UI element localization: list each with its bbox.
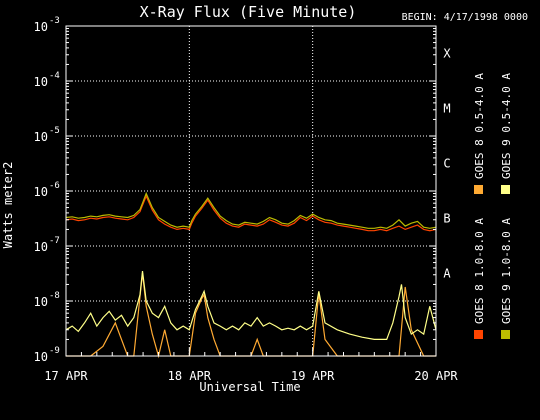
series-line	[65, 194, 437, 232]
legend-label: GOES 9 0.5-4.0 A	[500, 73, 513, 179]
flare-class-label: C	[443, 157, 450, 171]
x-tick-label: 18 APR	[168, 369, 212, 383]
y-tick-exponent: -3	[49, 16, 60, 26]
y-tick-exponent: -8	[49, 291, 60, 301]
series-line	[65, 191, 437, 229]
y-tick-exponent: -4	[49, 71, 60, 81]
y-tick-label: 10	[34, 350, 48, 364]
legend-swatch	[474, 330, 483, 339]
begin-label: BEGIN: 4/17/1998 0000	[402, 12, 528, 23]
flare-class-label: M	[443, 102, 450, 116]
y-tick-exponent: -6	[49, 181, 60, 191]
x-tick-label: 19 APR	[291, 369, 335, 383]
legend: GOES 8 1.0-8.0 A GOES 8 0.5-4.0 A GOES 9 1…	[473, 73, 513, 339]
legend-swatch	[474, 185, 483, 194]
legend-label: GOES 9 1.0-8.0 A	[500, 218, 513, 324]
legend-label: GOES 8 1.0-8.0 A	[473, 218, 486, 324]
y-tick-exponent: -5	[49, 126, 60, 136]
x-axis-label: Universal Time	[199, 380, 300, 394]
y-tick-label: 10	[34, 130, 48, 144]
y-tick-label: 10	[34, 295, 48, 309]
x-axis-ticks: 17 APR 18 APR 19 APR 20 APR	[44, 348, 458, 383]
legend-label: GOES 8 0.5-4.0 A	[473, 73, 486, 179]
legend-swatch	[501, 330, 510, 339]
legend-swatch	[501, 185, 510, 194]
y-tick-label: 10	[34, 20, 48, 34]
y-tick-label: 10	[34, 185, 48, 199]
flare-class-label: A	[443, 267, 451, 281]
flare-class-labels: X M C B A	[443, 47, 451, 281]
y-tick-exponent: -7	[49, 236, 60, 246]
y-axis-ticks: 10-310-410-510-610-710-810-9	[34, 16, 436, 364]
y-tick-label: 10	[34, 240, 48, 254]
y-tick-label: 10	[34, 75, 48, 89]
chart-title: X-Ray Flux (Five Minute)	[140, 3, 357, 21]
y-tick-exponent: -9	[49, 346, 60, 356]
series-line	[65, 271, 437, 340]
y-axis-label: Watts meter2	[1, 162, 15, 249]
grid-lines	[66, 26, 436, 356]
flare-class-label: X	[443, 47, 451, 61]
x-tick-label: 17 APR	[44, 369, 88, 383]
x-tick-label: 20 APR	[414, 369, 458, 383]
flare-class-label: B	[443, 212, 450, 226]
